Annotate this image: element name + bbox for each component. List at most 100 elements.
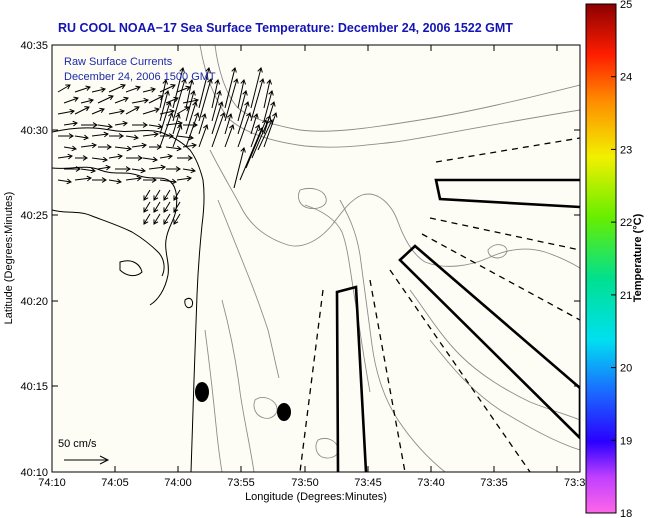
current-arrow xyxy=(57,84,71,93)
colorbar-tick-label: 21 xyxy=(620,290,632,302)
current-arrowhead xyxy=(133,134,139,141)
current-arrow xyxy=(163,189,171,201)
current-arrowhead xyxy=(257,67,263,73)
current-arrowhead xyxy=(233,78,239,84)
current-arrowhead xyxy=(218,101,224,107)
current-arrow xyxy=(172,113,180,135)
current-arrowhead xyxy=(88,98,94,104)
current-arrowhead xyxy=(125,166,131,172)
current-arrow xyxy=(57,110,75,115)
current-arrowhead xyxy=(126,145,132,152)
current-arrowhead xyxy=(171,178,177,185)
current-arrowhead xyxy=(101,177,107,183)
current-arrow xyxy=(159,90,169,122)
current-arrowhead xyxy=(122,120,128,127)
current-arrow xyxy=(74,135,89,139)
current-arrow xyxy=(63,146,77,150)
current-arrowhead xyxy=(153,219,159,225)
current-arrowhead xyxy=(150,87,156,93)
current-arrow xyxy=(263,90,273,122)
current-arrow xyxy=(142,157,158,161)
current-arrowhead xyxy=(82,155,88,161)
current-arrowhead xyxy=(72,120,78,127)
current-arrow xyxy=(172,67,184,109)
current-arrow xyxy=(165,146,182,150)
current-arrow xyxy=(97,166,111,170)
coastline xyxy=(52,127,205,472)
current-arrowhead xyxy=(163,219,169,225)
current-arrowhead xyxy=(167,153,173,160)
current-arrow xyxy=(142,88,156,93)
current-arrowhead xyxy=(188,134,194,141)
current-arrowhead xyxy=(187,155,193,161)
current-arrow xyxy=(198,124,208,148)
current-arrowhead xyxy=(154,107,160,113)
current-arrowhead xyxy=(134,106,140,112)
current-arrowhead xyxy=(190,90,196,96)
current-arrow xyxy=(211,112,225,148)
current-arrow xyxy=(131,168,146,172)
current-arrowhead xyxy=(173,195,179,201)
marker-buoy-1 xyxy=(195,382,209,402)
current-arrow xyxy=(80,168,96,172)
current-arrowhead xyxy=(244,101,250,107)
current-arrow xyxy=(108,84,126,93)
current-arrow xyxy=(173,213,181,225)
current-arrowhead xyxy=(66,178,72,185)
current-arrowhead xyxy=(166,101,172,107)
current-arrowhead xyxy=(106,144,112,150)
current-arrow xyxy=(153,201,161,213)
y-tick-label: 40:15 xyxy=(20,381,48,393)
current-arrowhead xyxy=(140,167,146,174)
current-arrow xyxy=(250,113,258,135)
current-arrowhead xyxy=(135,85,141,91)
current-arrowhead xyxy=(186,175,192,182)
current-arrow xyxy=(97,95,114,104)
current-arrowhead xyxy=(69,108,75,115)
current-arrow xyxy=(257,119,273,151)
current-arrowhead xyxy=(75,166,81,172)
current-arrowhead xyxy=(173,219,179,225)
current-arrow xyxy=(91,108,105,115)
current-arrow xyxy=(176,86,191,93)
x-axis-label: Longitude (Degrees:Minutes) xyxy=(245,491,387,503)
current-arrowhead xyxy=(240,147,246,153)
colorbar-tick-label: 24 xyxy=(620,72,632,84)
current-arrowhead xyxy=(84,106,90,112)
current-arrowhead xyxy=(240,79,246,85)
current-arrow xyxy=(63,97,79,104)
current-arrowhead xyxy=(68,133,74,139)
current-arrowhead xyxy=(102,156,108,163)
y-tick-label: 40:25 xyxy=(20,210,48,222)
current-arrowhead xyxy=(188,79,194,85)
current-arrowhead xyxy=(91,142,97,149)
channel-outlines xyxy=(335,178,580,472)
current-arrowhead xyxy=(173,207,179,213)
current-arrowhead xyxy=(153,195,159,201)
current-arrow xyxy=(176,135,194,139)
current-arrow xyxy=(125,86,141,93)
x-tick-label: 73:55 xyxy=(227,477,255,489)
current-arrow xyxy=(237,90,247,122)
current-arrow xyxy=(165,122,183,126)
current-arrowhead xyxy=(73,96,79,102)
current-arrowhead xyxy=(242,90,248,96)
current-arrow xyxy=(80,144,97,148)
current-arrowhead xyxy=(175,166,181,172)
y-tick-label: 40:20 xyxy=(20,296,48,308)
current-arrow xyxy=(173,201,181,213)
scale-bar-label: 50 cm/s xyxy=(58,438,97,450)
current-vectors xyxy=(57,67,278,225)
current-arrowhead xyxy=(143,97,149,104)
current-arrow xyxy=(172,124,182,148)
current-arrow xyxy=(148,124,163,128)
current-arrow xyxy=(153,213,161,225)
map-title: RU COOL NOAA−17 Sea Surface Temperature:… xyxy=(58,21,513,35)
current-arrowhead xyxy=(156,144,162,150)
current-arrowhead xyxy=(175,113,181,119)
current-arrow xyxy=(57,155,73,159)
current-arrowhead xyxy=(163,195,169,201)
current-arrow xyxy=(125,177,142,181)
current-arrow xyxy=(224,78,238,122)
